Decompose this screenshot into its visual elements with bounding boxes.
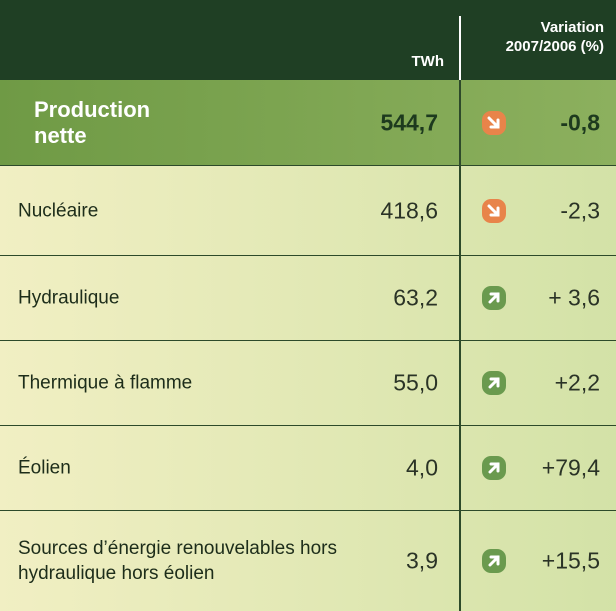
trend-icon [482, 371, 506, 395]
row-label: Thermique à flamme [18, 372, 193, 394]
row-value: 3,9 [406, 547, 438, 574]
arrow-icon [482, 110, 506, 135]
row-value: 55,0 [393, 369, 438, 396]
trend-icon [482, 110, 506, 135]
table-row: Nucléaire 418,6 -2,3 [0, 165, 616, 255]
trend-icon [482, 198, 506, 223]
variation-header-line: Variation [540, 19, 604, 36]
column-divider [459, 16, 461, 80]
total-label: Production nette [34, 96, 151, 148]
table-row: Éolien 4,0 +79,4 [0, 425, 616, 510]
row-label: Nucléaire [18, 200, 99, 221]
trend-icon [482, 549, 506, 573]
row-variation: -2,3 [560, 197, 600, 223]
row-variation: +2,2 [554, 369, 600, 396]
header: TWh Variation 2007/2006 (%) [0, 0, 616, 80]
arrow-icon [482, 286, 506, 310]
variation-header-line: 2007/2006 (%) [505, 38, 604, 55]
row-label: Hydraulique [18, 287, 120, 309]
arrow-icon [482, 456, 506, 480]
trend-icon [482, 286, 506, 310]
trend-icon [482, 456, 506, 480]
table-row: Thermique à flamme 55,0 +2,2 [0, 340, 616, 425]
row-variation: +79,4 [541, 454, 600, 481]
total-row: Production nette 544,7 -0,8 [0, 80, 616, 165]
arrow-icon [482, 198, 506, 223]
total-variation: -0,8 [560, 109, 600, 135]
row-label: Éolien [18, 457, 71, 479]
row-value: 418,6 [380, 197, 438, 223]
total-value: 544,7 [380, 109, 438, 135]
arrow-icon [482, 549, 506, 573]
row-value: 63,2 [393, 284, 438, 311]
column-divider [459, 16, 461, 611]
table-row: Sources d’énergie renouvelables hors hyd… [0, 510, 616, 611]
row-variation: +15,5 [541, 547, 600, 574]
variation-header: Variation 2007/2006 (%) [506, 18, 604, 56]
unit-header: TWh [411, 53, 444, 70]
row-value: 4,0 [406, 454, 438, 481]
arrow-icon [482, 371, 506, 395]
row-label: Sources d’énergie renouvelables hors hyd… [18, 538, 337, 584]
table-row: Hydraulique 63,2 + 3,6 [0, 255, 616, 340]
row-variation: + 3,6 [548, 284, 600, 311]
